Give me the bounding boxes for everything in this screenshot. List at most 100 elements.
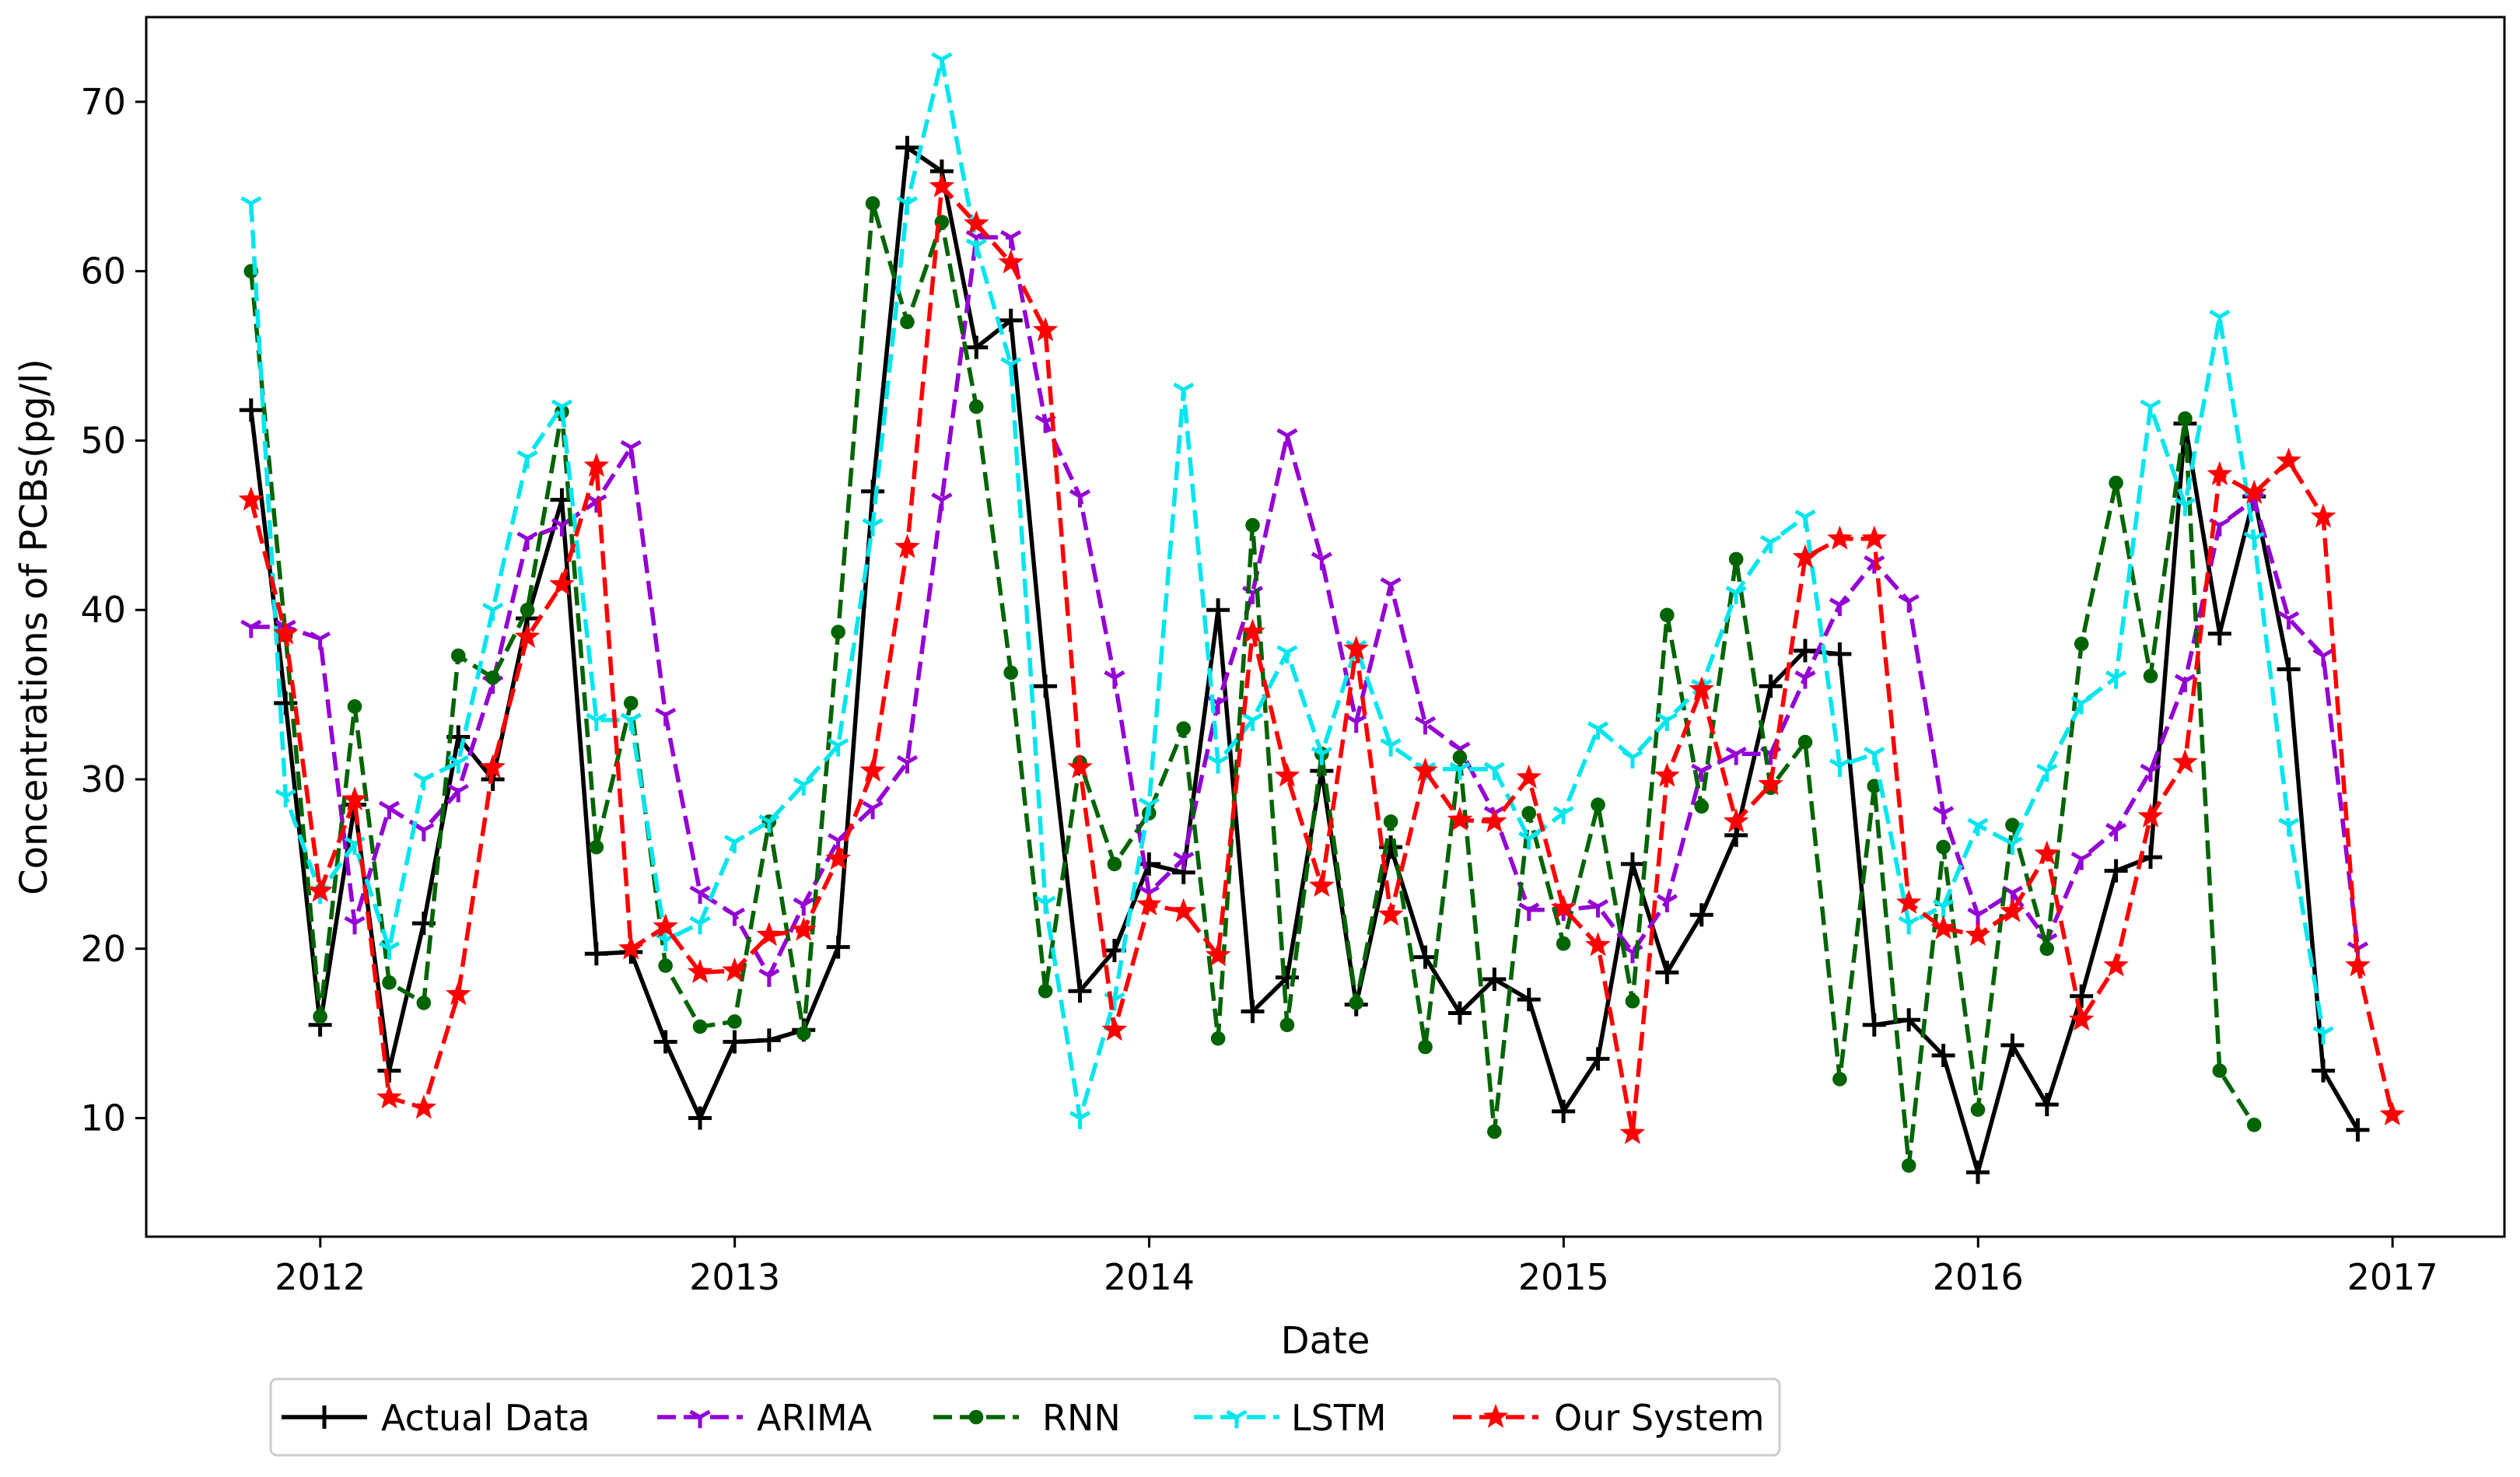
series-lstm: [240, 52, 2334, 1129]
data-point: [514, 623, 541, 648]
data-point: [727, 1014, 742, 1029]
data-point: [1274, 762, 1300, 787]
data-point: [1038, 983, 1053, 999]
data-point: [2312, 1026, 2334, 1045]
data-point: [1587, 721, 1609, 740]
data-point: [1794, 509, 1816, 528]
data-point: [2036, 763, 2058, 782]
data-point: [2278, 817, 2300, 837]
data-point: [480, 754, 506, 779]
data-point: [2212, 1063, 2228, 1078]
legend-marker: [1482, 1403, 1509, 1428]
x-tick-label: 2014: [1104, 1256, 1195, 1298]
data-point: [2001, 836, 2023, 856]
data-point: [931, 492, 953, 511]
data-point: [1377, 901, 1404, 926]
legend-item: ARIMA: [657, 1397, 873, 1439]
legend-marker: [968, 1409, 984, 1425]
data-point: [758, 968, 780, 987]
data-point: [655, 707, 677, 726]
data-point: [2070, 984, 2094, 1008]
data-point: [688, 1106, 712, 1130]
data-point: [862, 800, 884, 820]
data-point: [1349, 996, 1364, 1010]
data-point: [1176, 721, 1192, 736]
data-point: [861, 479, 885, 503]
data-point: [1552, 806, 1574, 824]
data-point: [1625, 993, 1640, 1009]
data-point: [1205, 942, 1231, 967]
data-point: [485, 670, 500, 685]
data-point: [378, 800, 401, 820]
axis-layer: 2012 2013 2014 2015 2016 2017 10 20 30 40 50 60 70: [80, 16, 2506, 1298]
data-point: [2207, 460, 2233, 485]
data-point: [1137, 852, 1161, 876]
data-point: [1932, 806, 1955, 824]
y-tick-label: 60: [80, 250, 126, 292]
legend-marker: [1226, 1409, 1248, 1429]
data-point: [341, 786, 368, 811]
data-point: [1936, 839, 1951, 855]
data-point: [2039, 941, 2055, 957]
series-layer: [238, 52, 2406, 1185]
data-point: [2346, 1118, 2370, 1142]
data-point: [1728, 551, 1744, 567]
data-point: [968, 399, 984, 415]
data-point: [1517, 988, 1541, 1012]
data-point: [653, 1030, 677, 1054]
plot-frame: [145, 16, 2506, 1238]
data-point: [998, 249, 1024, 274]
data-point: [307, 877, 333, 902]
data-point: [1104, 670, 1125, 689]
data-point: [2005, 817, 2020, 833]
data-point: [344, 915, 366, 935]
data-point: [1241, 712, 1264, 732]
legend-label: RNN: [1042, 1397, 1121, 1439]
data-point: [1619, 1119, 1646, 1145]
data-point: [1832, 1072, 1847, 1087]
data-point: [1725, 747, 1747, 765]
data-point: [1383, 814, 1398, 829]
data-point: [2276, 447, 2301, 472]
data-point: [1000, 229, 1022, 249]
data-point: [1895, 889, 1922, 914]
data-point: [1656, 894, 1678, 913]
data-point: [620, 712, 642, 732]
x-tick-label: 2016: [1933, 1256, 2024, 1298]
data-point: [2278, 611, 2300, 630]
data-point: [2109, 475, 2123, 491]
data-point: [1311, 551, 1332, 571]
data-point: [1724, 823, 1748, 847]
data-point: [1622, 750, 1643, 768]
data-point: [1828, 642, 1852, 666]
legend-label: LSTM: [1291, 1397, 1387, 1439]
data-point: [1449, 761, 1471, 781]
data-point: [618, 935, 644, 960]
data-point: [238, 486, 264, 511]
data-point: [2137, 803, 2164, 828]
data-point: [894, 534, 920, 558]
data-point: [2310, 503, 2336, 528]
data-point: [1067, 754, 1093, 779]
data-point: [1482, 808, 1507, 833]
data-point: [1000, 357, 1022, 376]
data-point: [1591, 797, 1605, 812]
data-point: [2104, 859, 2128, 883]
data-point: [825, 845, 852, 870]
data-point: [895, 135, 919, 159]
data-point: [689, 915, 711, 935]
data-point: [445, 981, 471, 1006]
data-point: [1793, 639, 1817, 663]
legend-item: Actual Data: [282, 1397, 590, 1439]
data-point: [1655, 961, 1679, 985]
data-point: [1173, 382, 1195, 401]
data-point: [620, 439, 642, 459]
data-point: [1276, 428, 1298, 447]
data-point: [1279, 1017, 1295, 1033]
y-axis-label: Concentrations of PCBs(pg/l): [12, 359, 56, 895]
data-point: [2246, 1117, 2262, 1132]
y-tick-label: 20: [80, 928, 126, 970]
data-point: [965, 238, 987, 257]
series-line: [250, 235, 2361, 978]
